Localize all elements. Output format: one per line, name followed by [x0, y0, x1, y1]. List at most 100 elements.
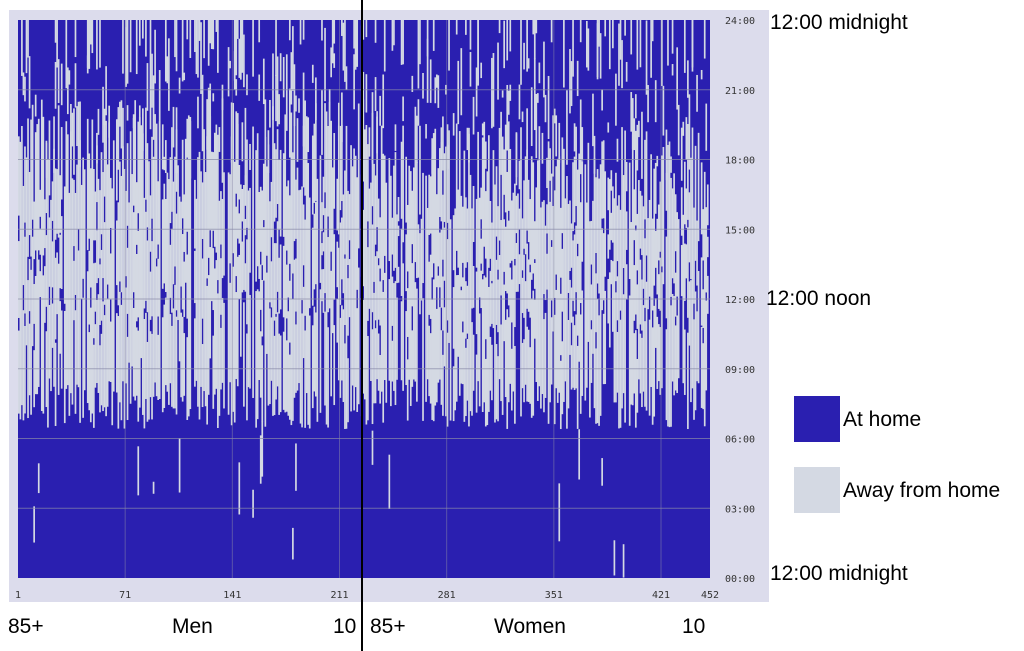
- away-segment: [315, 77, 317, 121]
- away-segment: [221, 198, 224, 279]
- away-segment: [368, 188, 371, 309]
- away-segment: [544, 312, 547, 398]
- away-segment: [143, 319, 146, 429]
- away-segment: [497, 206, 499, 270]
- away-segment: [442, 276, 444, 331]
- away-segment: [115, 313, 118, 393]
- away-segment: [94, 191, 97, 241]
- away-segment: [566, 176, 568, 429]
- away-segment: [341, 125, 343, 202]
- away-segment: [411, 263, 414, 307]
- away-segment: [161, 199, 164, 289]
- away-segment: [633, 118, 636, 151]
- away-segment: [163, 156, 166, 171]
- legend-label-at-home: At home: [843, 408, 922, 431]
- away-segment: [232, 266, 235, 412]
- away-segment: [94, 262, 97, 312]
- away-segment: [232, 102, 235, 254]
- away-segment: [481, 137, 484, 274]
- away-segment: [621, 127, 623, 409]
- y-tick-label: 09:00: [725, 365, 755, 376]
- away-segment: [619, 319, 622, 428]
- away-segment: [654, 298, 657, 348]
- away-segment: [599, 164, 602, 416]
- away-segment: [368, 127, 371, 157]
- away-segment: [680, 245, 683, 297]
- away-segment: [570, 61, 573, 107]
- y-tick-label: 15:00: [725, 225, 755, 236]
- away-segment: [47, 159, 49, 428]
- away-segment: [535, 20, 538, 34]
- away-segment: [700, 326, 703, 408]
- away-segment: [333, 53, 336, 68]
- away-segment: [217, 293, 219, 428]
- away-segment: [117, 316, 120, 429]
- away-segment: [324, 311, 326, 406]
- away-segment: [680, 127, 683, 181]
- away-segment: [223, 172, 225, 276]
- away-segment: [440, 330, 443, 405]
- away-segment: [28, 323, 31, 396]
- away-segment: [353, 148, 355, 411]
- away-segment: [553, 108, 556, 124]
- away-segment: [99, 20, 101, 68]
- away-segment: [602, 233, 605, 301]
- away-segment: [278, 94, 280, 125]
- away-segment: [510, 200, 513, 261]
- away-segment: [212, 93, 215, 102]
- away-segment: [344, 258, 346, 326]
- away-segment: [688, 94, 691, 170]
- away-segment: [656, 218, 659, 295]
- away-segment: [483, 275, 486, 403]
- away-segment: [180, 312, 182, 398]
- away-segment: [362, 299, 365, 394]
- away-segment: [183, 333, 186, 396]
- away-segment: [122, 20, 124, 74]
- away-segment: [477, 20, 479, 86]
- away-segment: [654, 162, 657, 214]
- away-segment: [417, 224, 420, 278]
- away-segment: [628, 162, 631, 280]
- away-segment: [244, 175, 247, 206]
- away-segment: [106, 164, 109, 285]
- away-segment: [365, 74, 368, 113]
- away-segment: [687, 60, 689, 98]
- away-segment: [400, 20, 403, 65]
- away-segment: [475, 198, 478, 268]
- away-segment: [457, 189, 460, 268]
- away-segment: [391, 217, 394, 255]
- away-segment: [625, 161, 628, 192]
- away-segment: [243, 184, 245, 290]
- away-segment: [337, 247, 340, 381]
- away-segment: [633, 333, 636, 394]
- away-segment: [210, 151, 213, 302]
- away-segment: [642, 305, 645, 392]
- gridlines: [18, 20, 710, 578]
- away-segment: [700, 162, 703, 235]
- away-segment: [252, 489, 254, 518]
- away-segment: [443, 227, 446, 281]
- away-segment: [466, 127, 469, 151]
- away-segment: [258, 74, 261, 101]
- away-segment: [77, 250, 80, 388]
- away-segment: [259, 435, 262, 484]
- away-segment: [261, 345, 264, 422]
- away-segment: [164, 140, 167, 174]
- away-segment: [357, 103, 360, 249]
- x-tick-label: 452: [701, 590, 719, 601]
- away-segment: [397, 266, 400, 283]
- away-segment: [132, 212, 135, 293]
- away-segment: [175, 20, 178, 72]
- away-segment: [197, 96, 199, 129]
- away-segment: [285, 186, 288, 251]
- away-segment: [641, 195, 643, 256]
- away-segment: [74, 63, 77, 108]
- away-segment: [610, 170, 613, 191]
- x-tick-label: 1: [15, 590, 21, 601]
- away-segment: [74, 310, 77, 414]
- away-segment: [601, 228, 603, 311]
- men-group-label: Men: [172, 615, 213, 638]
- away-segment: [449, 219, 452, 421]
- away-segment: [292, 152, 294, 274]
- away-segment: [152, 75, 155, 140]
